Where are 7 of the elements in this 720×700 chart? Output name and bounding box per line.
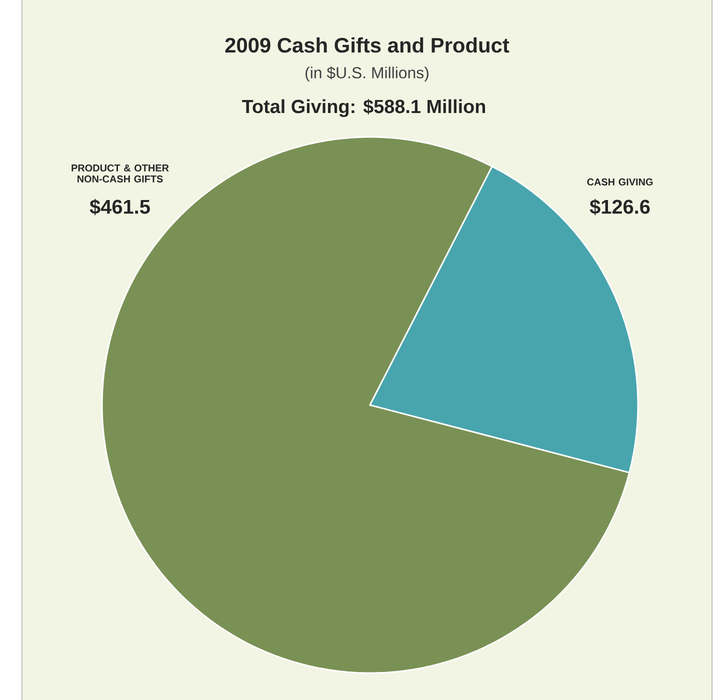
chart-subtitle: (in $U.S. Millions) — [306, 66, 428, 82]
chart-title: 2009 Cash Gifts and Product — [225, 37, 510, 53]
data-label: $126.6 — [590, 198, 650, 216]
slice-label: PRODUCT & OTHER NON-CASH GIFTS — [72, 164, 169, 182]
data-label: $461.5 — [90, 198, 150, 216]
text: Total Giving: $588.1 Million — [242, 98, 486, 118]
slice-label: CASH GIVING — [587, 178, 653, 186]
